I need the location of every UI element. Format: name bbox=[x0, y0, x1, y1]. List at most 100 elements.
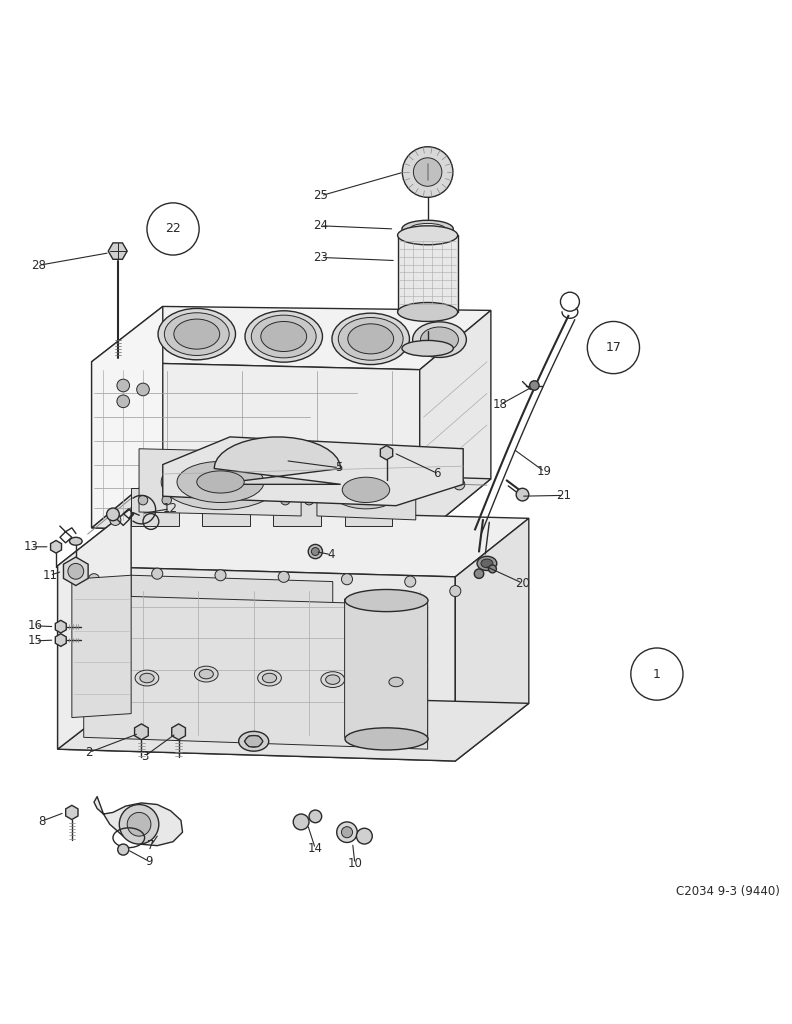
Ellipse shape bbox=[384, 674, 408, 690]
Polygon shape bbox=[55, 634, 67, 646]
Ellipse shape bbox=[413, 322, 466, 357]
Circle shape bbox=[588, 322, 639, 374]
Circle shape bbox=[209, 496, 219, 505]
Ellipse shape bbox=[330, 471, 402, 509]
Circle shape bbox=[390, 469, 402, 479]
Text: 2: 2 bbox=[86, 745, 93, 759]
Ellipse shape bbox=[177, 462, 264, 503]
Circle shape bbox=[89, 573, 100, 585]
Text: 21: 21 bbox=[556, 488, 571, 502]
Text: 4: 4 bbox=[327, 548, 335, 561]
Circle shape bbox=[233, 496, 242, 505]
Polygon shape bbox=[63, 557, 88, 586]
Circle shape bbox=[413, 158, 442, 186]
Text: 20: 20 bbox=[515, 577, 530, 590]
Ellipse shape bbox=[477, 556, 497, 570]
Circle shape bbox=[341, 826, 352, 838]
Circle shape bbox=[402, 146, 453, 198]
Text: 16: 16 bbox=[28, 620, 43, 633]
Circle shape bbox=[278, 571, 289, 583]
Ellipse shape bbox=[326, 675, 340, 684]
Ellipse shape bbox=[196, 471, 244, 493]
Circle shape bbox=[450, 586, 461, 597]
Text: 6: 6 bbox=[433, 467, 441, 480]
Circle shape bbox=[139, 496, 148, 505]
Ellipse shape bbox=[238, 731, 268, 752]
Ellipse shape bbox=[165, 312, 229, 355]
Circle shape bbox=[117, 379, 130, 392]
Circle shape bbox=[215, 569, 226, 581]
Polygon shape bbox=[172, 724, 185, 739]
Ellipse shape bbox=[389, 677, 403, 687]
Text: 10: 10 bbox=[348, 857, 362, 870]
Polygon shape bbox=[109, 243, 128, 259]
Text: 22: 22 bbox=[166, 222, 181, 236]
Polygon shape bbox=[214, 437, 341, 484]
Ellipse shape bbox=[173, 319, 219, 349]
Polygon shape bbox=[317, 465, 416, 520]
Text: C2034 9-3 (9440): C2034 9-3 (9440) bbox=[676, 885, 779, 898]
Circle shape bbox=[516, 488, 529, 501]
Ellipse shape bbox=[245, 735, 262, 748]
Ellipse shape bbox=[162, 455, 280, 510]
Ellipse shape bbox=[345, 728, 428, 750]
Polygon shape bbox=[345, 599, 428, 741]
Text: 9: 9 bbox=[146, 855, 153, 868]
Text: 5: 5 bbox=[335, 461, 343, 474]
Polygon shape bbox=[135, 724, 148, 739]
Polygon shape bbox=[66, 805, 78, 819]
Circle shape bbox=[309, 810, 322, 822]
Ellipse shape bbox=[257, 670, 281, 686]
Circle shape bbox=[177, 458, 188, 469]
Polygon shape bbox=[72, 575, 131, 718]
Ellipse shape bbox=[261, 322, 307, 351]
Polygon shape bbox=[398, 236, 458, 312]
Polygon shape bbox=[131, 488, 178, 526]
Circle shape bbox=[489, 565, 497, 572]
Text: 13: 13 bbox=[23, 541, 38, 553]
Circle shape bbox=[319, 465, 330, 475]
Circle shape bbox=[341, 573, 352, 585]
Ellipse shape bbox=[398, 226, 458, 245]
Polygon shape bbox=[94, 797, 182, 846]
Circle shape bbox=[248, 461, 259, 472]
Ellipse shape bbox=[135, 670, 159, 686]
Circle shape bbox=[107, 508, 120, 520]
Circle shape bbox=[405, 577, 416, 587]
Circle shape bbox=[117, 395, 130, 408]
Text: 12: 12 bbox=[162, 503, 177, 515]
Ellipse shape bbox=[338, 317, 403, 360]
Polygon shape bbox=[84, 595, 428, 750]
Circle shape bbox=[147, 203, 199, 255]
Ellipse shape bbox=[481, 559, 493, 567]
Text: 8: 8 bbox=[38, 815, 45, 827]
Circle shape bbox=[110, 514, 121, 525]
Circle shape bbox=[356, 828, 372, 844]
Ellipse shape bbox=[194, 667, 218, 682]
Ellipse shape bbox=[421, 327, 459, 352]
Circle shape bbox=[120, 805, 159, 844]
Circle shape bbox=[68, 563, 84, 580]
Circle shape bbox=[474, 569, 484, 579]
Circle shape bbox=[337, 822, 357, 843]
Polygon shape bbox=[58, 566, 455, 761]
Ellipse shape bbox=[342, 477, 390, 503]
Text: 3: 3 bbox=[141, 750, 148, 763]
Polygon shape bbox=[92, 361, 420, 538]
Text: 28: 28 bbox=[31, 259, 46, 271]
Polygon shape bbox=[380, 445, 393, 460]
Circle shape bbox=[304, 496, 314, 505]
Text: 24: 24 bbox=[314, 219, 329, 232]
Circle shape bbox=[280, 496, 290, 505]
Text: 14: 14 bbox=[308, 843, 323, 855]
Polygon shape bbox=[273, 488, 321, 526]
Ellipse shape bbox=[348, 324, 394, 354]
Text: 17: 17 bbox=[605, 341, 622, 354]
Polygon shape bbox=[455, 518, 529, 761]
Polygon shape bbox=[51, 541, 62, 553]
Polygon shape bbox=[58, 508, 529, 577]
Circle shape bbox=[352, 496, 361, 505]
Circle shape bbox=[152, 568, 163, 580]
Text: 11: 11 bbox=[42, 568, 57, 582]
Circle shape bbox=[530, 381, 539, 390]
